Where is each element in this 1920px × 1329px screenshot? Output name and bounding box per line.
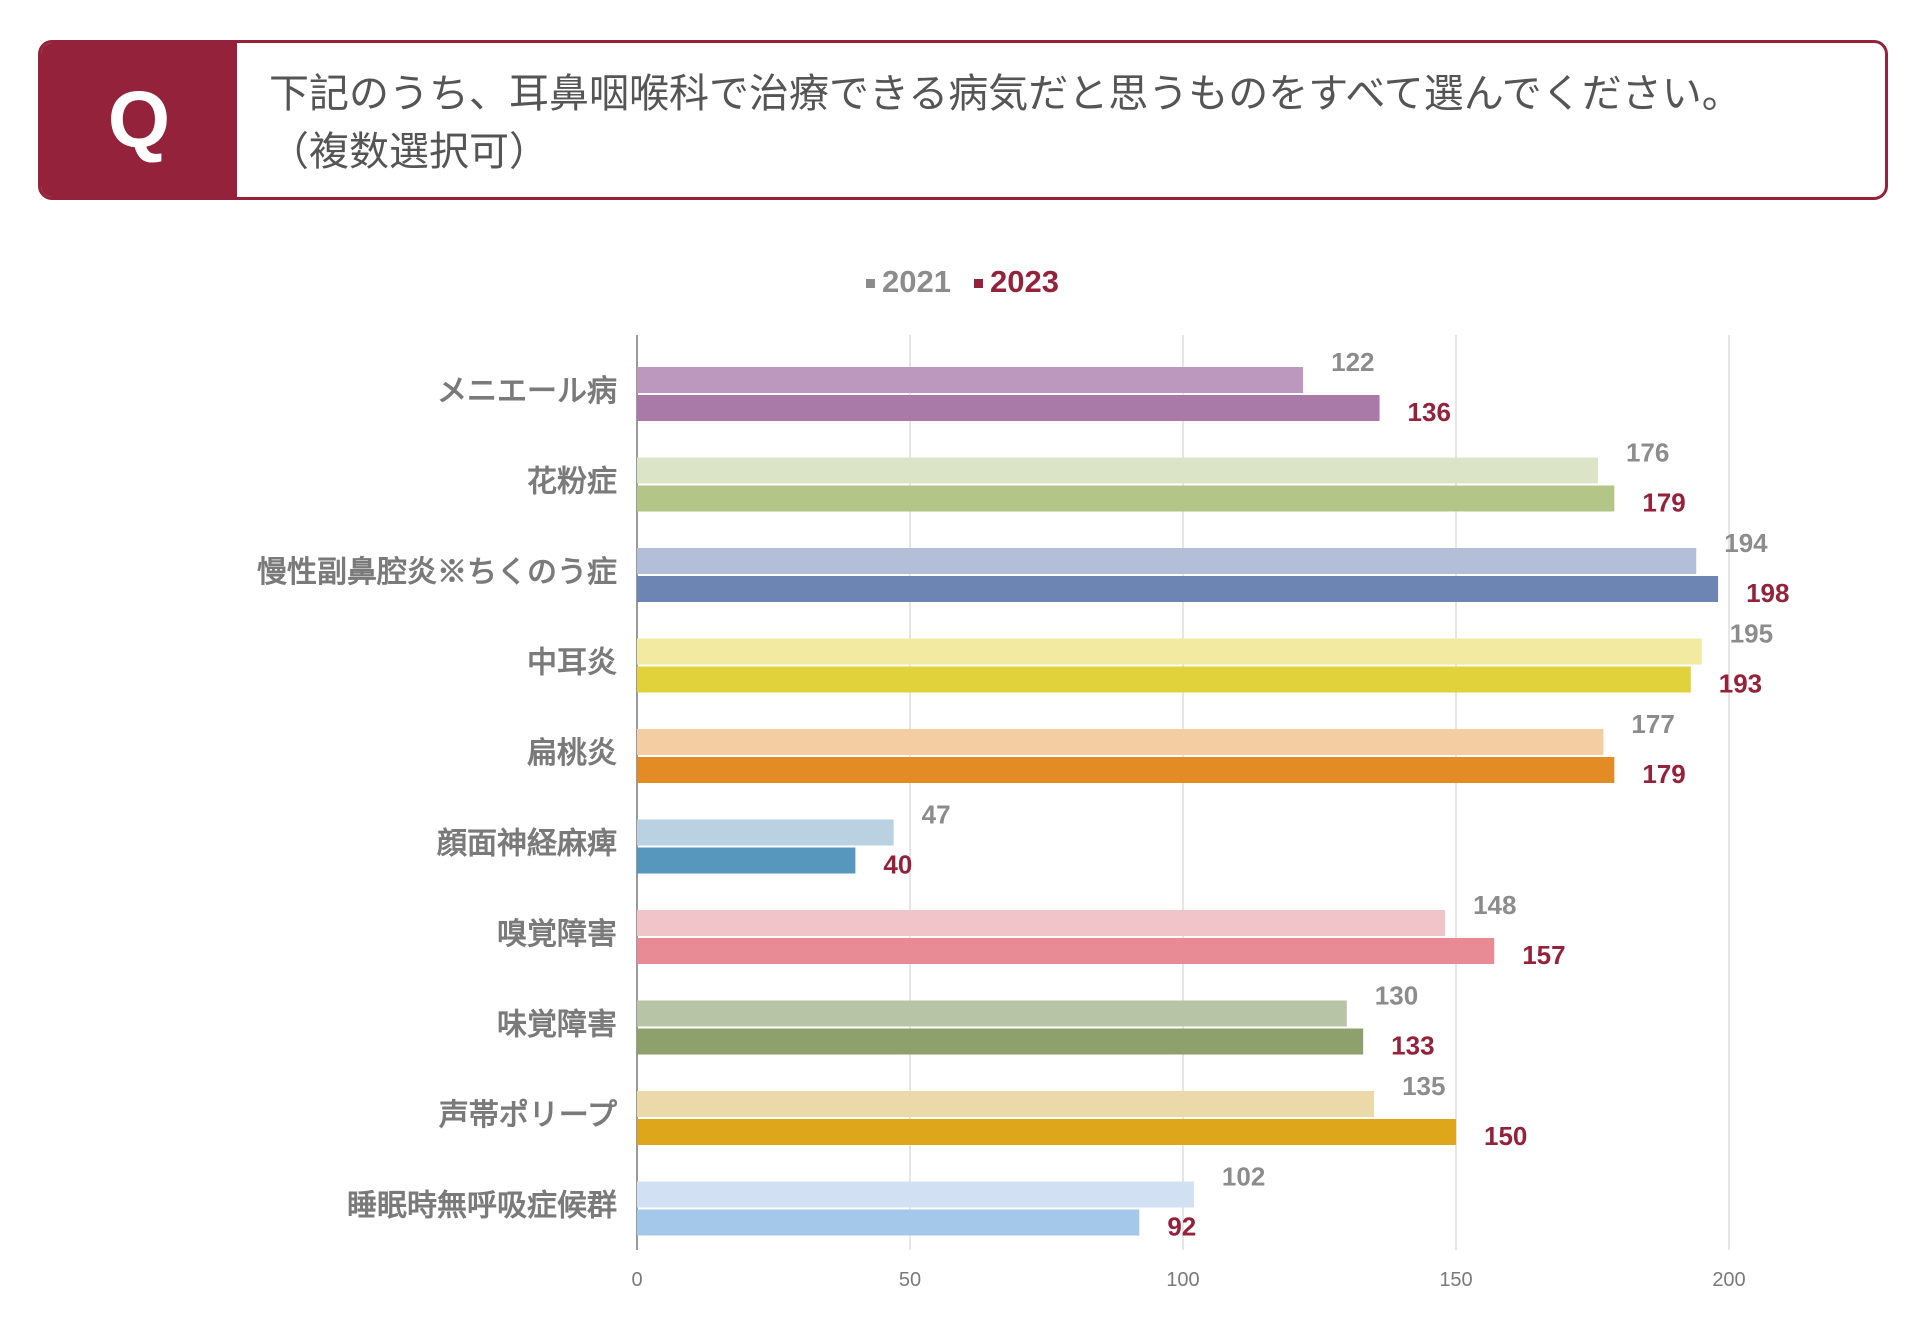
data-label-2023: 198 [1746, 578, 1789, 608]
bar-2023 [637, 1119, 1456, 1145]
category-label: 嗅覚障害 [497, 917, 617, 951]
x-tick-label: 50 [899, 1269, 921, 1291]
category-label: 声帯ポリープ [439, 1099, 618, 1132]
bar-2023 [637, 395, 1380, 421]
bar-2021 [637, 367, 1304, 393]
bar-2023 [637, 1028, 1364, 1055]
category-label: 扁桃炎 [527, 737, 617, 770]
category-label: 睡眠時無呼吸症候群 [347, 1190, 617, 1223]
bar-2021 [637, 910, 1446, 936]
data-label-2023: 150 [1484, 1121, 1527, 1151]
bar-2021 [637, 548, 1697, 574]
category-label: 味覚障害 [497, 1008, 617, 1042]
legend-swatch-2021 [866, 279, 875, 288]
legend-swatch-2023 [974, 279, 983, 288]
bar-2023 [637, 847, 856, 874]
data-label-2021: 135 [1402, 1071, 1445, 1101]
data-label-2023: 92 [1167, 1212, 1196, 1242]
category-label: 中耳炎 [527, 647, 617, 680]
question-badge: Q [41, 43, 237, 197]
bar-2021 [637, 638, 1702, 665]
bar-2021 [637, 729, 1604, 755]
data-label-2023: 136 [1408, 397, 1451, 427]
bar-2023 [637, 485, 1615, 512]
data-label-2023: 133 [1391, 1031, 1434, 1061]
data-label-2023: 193 [1719, 669, 1762, 699]
bar-2023 [637, 666, 1691, 693]
x-tick-label: 0 [631, 1269, 642, 1291]
data-label-2021: 47 [922, 800, 951, 830]
question-line-2: （複数選択可） [269, 129, 549, 175]
bar-2023 [637, 1209, 1140, 1236]
bar-2021 [637, 819, 894, 846]
data-label-2021: 177 [1631, 709, 1674, 739]
x-tick-label: 150 [1439, 1269, 1472, 1291]
data-label-2021: 195 [1730, 619, 1773, 649]
legend-label-2023: 2023 [990, 264, 1059, 299]
question-box: Q 下記のうち、耳鼻咽喉科で治療できる病気だと思うものをすべて選んでください。 … [38, 40, 1888, 200]
data-label-2023: 179 [1642, 759, 1685, 789]
question-badge-letter: Q [107, 75, 171, 164]
bar-2023 [637, 576, 1719, 602]
data-label-2023: 40 [883, 850, 912, 880]
question-text: 下記のうち、耳鼻咽喉科で治療できる病気だと思うものをすべて選んでください。 （複… [269, 65, 1855, 181]
bar-2021 [637, 457, 1598, 484]
x-tick-label: 200 [1712, 1269, 1745, 1291]
bar-chart: 0 50 100 150 200 2021 2023 メニエール病 122 136 花粉症 176 17… [257, 264, 1789, 1291]
legend-label-2021: 2021 [882, 264, 951, 299]
data-label-2023: 179 [1642, 488, 1685, 518]
category-label: 顔面神経麻痺 [437, 827, 617, 861]
bar-2021 [637, 1091, 1375, 1117]
category-label: メニエール病 [437, 375, 617, 408]
data-label-2021: 176 [1626, 438, 1669, 468]
data-label-2021: 130 [1375, 981, 1418, 1011]
category-label: 慢性副鼻腔炎※ちくのう症 [257, 556, 617, 589]
bar-2023 [637, 938, 1495, 964]
question-line-1: 下記のうち、耳鼻咽喉科で治療できる病気だと思うものをすべて選んでください。 [269, 71, 1742, 117]
bar-2021 [637, 1000, 1347, 1027]
data-label-2021: 148 [1473, 890, 1516, 920]
bar-2023 [637, 757, 1615, 783]
data-label-2021: 102 [1222, 1162, 1265, 1192]
bar-2021 [637, 1181, 1194, 1208]
category-label: 花粉症 [527, 466, 617, 499]
data-label-2021: 194 [1724, 528, 1768, 558]
x-tick-label: 100 [1166, 1269, 1199, 1291]
data-label-2021: 122 [1331, 347, 1374, 377]
data-label-2023: 157 [1522, 940, 1565, 970]
